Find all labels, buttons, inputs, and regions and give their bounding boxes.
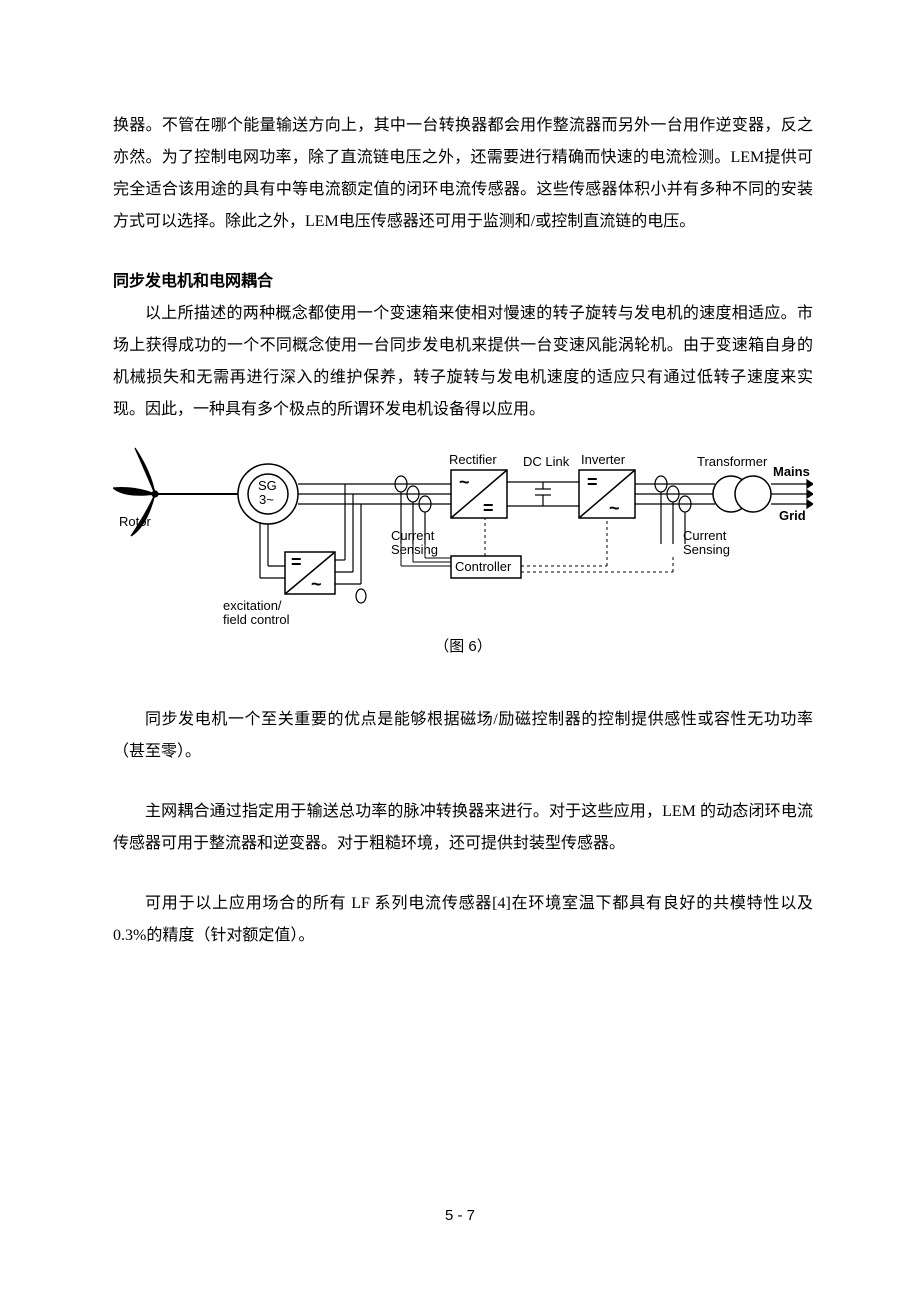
paragraph-3: 同步发电机一个至关重要的优点是能够根据磁场/励磁控制器的控制提供感性或容性无功功… <box>113 704 813 768</box>
inverter-ac-symbol: ~ <box>609 498 620 518</box>
label-cs2a: Current <box>683 528 727 543</box>
label-inverter: Inverter <box>581 452 626 467</box>
heading-sync-generator: 同步发电机和电网耦合 <box>113 266 813 298</box>
excitation-ac-symbol: ~ <box>311 574 322 594</box>
excitation-dc-symbol: = <box>291 552 302 572</box>
label-cs1b: Sensing <box>391 542 438 557</box>
figure-6-caption: （图 6） <box>113 635 813 656</box>
page: 换器。不管在哪个能量输送方向上，其中一台转换器都会用作整流器而另外一台用作逆变器… <box>0 0 920 1302</box>
label-rotor: Rotor <box>119 514 151 529</box>
paragraph-4: 主网耦合通过指定用于输送总功率的脉冲转换器来进行。对于这些应用，LEM 的动态闭… <box>113 796 813 860</box>
spacer <box>113 238 813 266</box>
content-area: 换器。不管在哪个能量输送方向上，其中一台转换器都会用作整流器而另外一台用作逆变器… <box>113 110 813 952</box>
spacer <box>113 860 813 888</box>
inverter-dc-symbol: = <box>587 472 598 492</box>
label-sg-2: 3~ <box>259 492 274 507</box>
label-cs2b: Sensing <box>683 542 730 557</box>
spacer <box>113 656 813 704</box>
label-excitation-1: excitation/ <box>223 598 282 613</box>
label-cs1a: Current <box>391 528 435 543</box>
paragraph-2: 以上所描述的两种概念都使用一个变速箱来使相对慢速的转子旋转与发电机的速度相适应。… <box>113 298 813 426</box>
page-number: 5 - 7 <box>0 1207 920 1224</box>
dc-link <box>507 482 579 506</box>
paragraph-1: 换器。不管在哪个能量输送方向上，其中一台转换器都会用作整流器而另外一台用作逆变器… <box>113 110 813 238</box>
label-dclink: DC Link <box>523 454 570 469</box>
label-controller: Controller <box>455 559 512 574</box>
spacer <box>113 768 813 796</box>
paragraph-5: 可用于以上应用场合的所有 LF 系列电流传感器[4]在环境室温下都具有良好的共模… <box>113 888 813 952</box>
figure-6-wrap: Rotor SG 3~ <box>113 426 813 656</box>
label-mains-2: Grid <box>779 508 806 523</box>
rectifier-ac-symbol: ~ <box>459 472 470 492</box>
rectifier-dc-symbol: = <box>483 498 494 518</box>
transformer-icon <box>713 476 771 512</box>
label-excitation-2: field control <box>223 612 290 626</box>
mains-bus <box>771 480 813 508</box>
figure-6-diagram: Rotor SG 3~ <box>113 426 813 626</box>
label-mains-1: Mains <box>773 464 810 479</box>
label-transformer: Transformer <box>697 454 768 469</box>
label-sg-1: SG <box>258 478 277 493</box>
label-rectifier: Rectifier <box>449 452 497 467</box>
